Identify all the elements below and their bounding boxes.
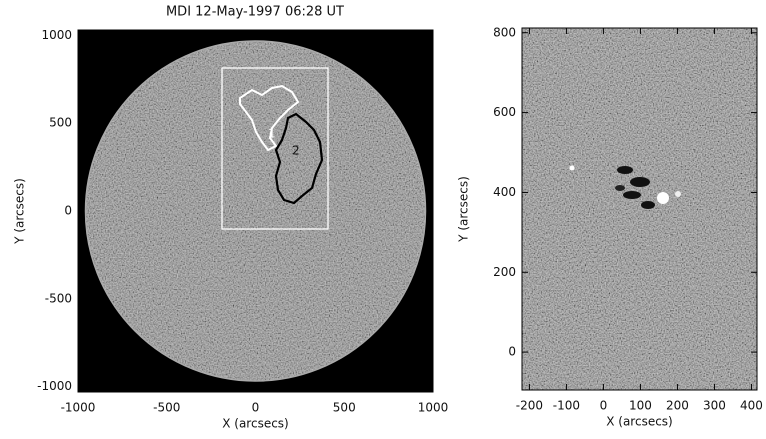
y-tick-label: 0 [64,204,72,218]
y-tick-label: 600 [493,105,516,119]
annotation: 1 [268,127,276,141]
y-axis-label: Y (arcsecs) [13,178,27,245]
x-axis-label: X (arcsecs) [606,415,673,429]
x-tick-label: 200 [666,399,689,413]
x-tick-label: -500 [153,401,180,415]
y-axis-label: Y (arcsecs) [457,176,471,243]
x-tick-label: 0 [252,401,260,415]
x-tick-label: -1000 [61,401,96,415]
y-tick-label: 200 [493,265,516,279]
y-tick-label: 0 [508,345,516,359]
x-tick-label: 0 [600,399,608,413]
x-tick-label: -100 [553,399,580,413]
x-tick-label: 100 [629,399,652,413]
x-axis-label: X (arcsecs) [222,417,289,431]
limb [84,40,427,382]
annotation: 2 [292,144,300,158]
x-tick-label: 1000 [418,401,449,415]
chart-title: MDI 12-May-1997 06:28 UT [166,5,344,20]
x-tick-label: 400 [740,399,763,413]
contour-2 [274,112,324,205]
zoom-box [221,67,329,230]
x-tick-label: 500 [333,401,356,415]
y-tick-label: 800 [493,25,516,39]
y-tick-label: -1000 [37,379,72,393]
y-tick-label: 1000 [41,28,72,42]
y-tick-label: -500 [45,291,72,305]
y-tick-label: 400 [493,185,516,199]
axes-frame [521,27,758,391]
x-tick-label: 300 [703,399,726,413]
active-region [569,165,681,209]
y-tick-label: 500 [49,116,72,130]
solar-disc [85,41,426,381]
zoom-texture [522,28,757,390]
x-tick-label: -200 [516,399,543,413]
contour-1 [239,84,300,152]
